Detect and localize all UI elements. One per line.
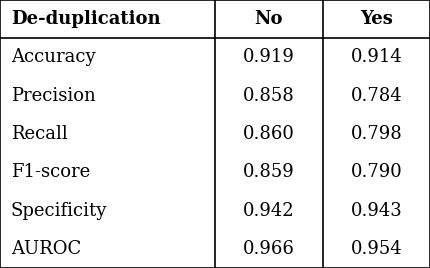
Text: 0.858: 0.858 xyxy=(243,87,295,105)
Text: 0.784: 0.784 xyxy=(350,87,402,105)
Text: 0.859: 0.859 xyxy=(243,163,295,181)
Text: 0.966: 0.966 xyxy=(243,240,295,258)
Text: Yes: Yes xyxy=(360,10,393,28)
Text: Precision: Precision xyxy=(11,87,95,105)
Text: 0.943: 0.943 xyxy=(350,202,402,219)
Text: Specificity: Specificity xyxy=(11,202,107,219)
Text: F1-score: F1-score xyxy=(11,163,90,181)
Text: 0.798: 0.798 xyxy=(350,125,402,143)
Text: 0.942: 0.942 xyxy=(243,202,295,219)
Text: Recall: Recall xyxy=(11,125,68,143)
Text: No: No xyxy=(255,10,283,28)
Text: 0.954: 0.954 xyxy=(350,240,402,258)
Text: 0.914: 0.914 xyxy=(350,49,402,66)
Text: 0.919: 0.919 xyxy=(243,49,295,66)
Text: Accuracy: Accuracy xyxy=(11,49,95,66)
Text: 0.790: 0.790 xyxy=(350,163,402,181)
Text: 0.860: 0.860 xyxy=(243,125,295,143)
Text: AUROC: AUROC xyxy=(11,240,81,258)
Text: De-duplication: De-duplication xyxy=(11,10,160,28)
